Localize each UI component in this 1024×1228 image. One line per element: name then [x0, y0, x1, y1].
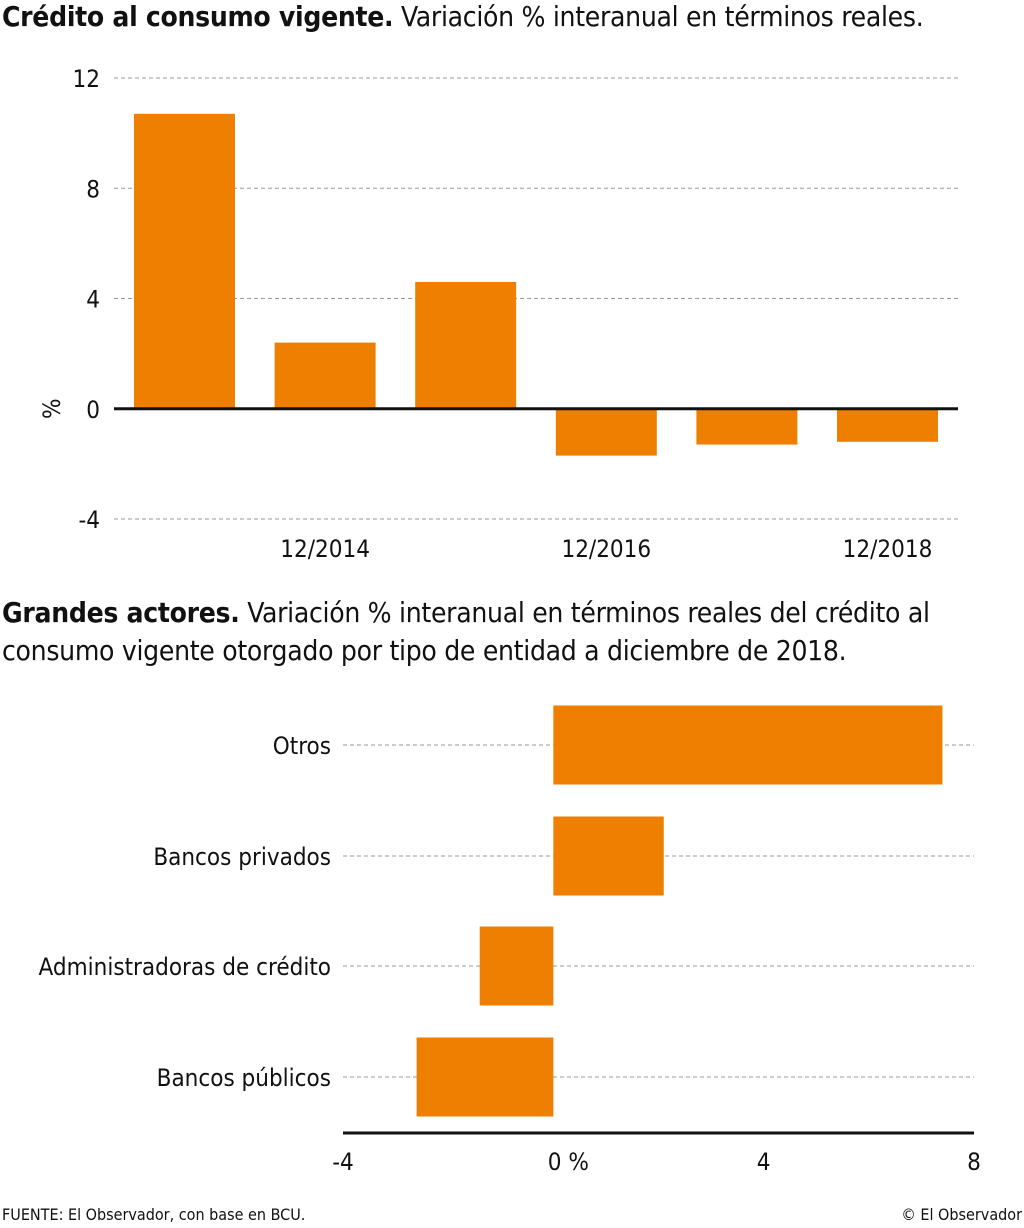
chart-title-1: Crédito al consumo vigente. Variación % … [2, 0, 924, 36]
x-tick-label: -4 [332, 1148, 354, 1176]
y-tick-label: 4 [86, 286, 100, 314]
bar-12-2017 [696, 408, 798, 445]
bar-bancos-públicos [416, 1037, 554, 1117]
chart-subtitle-2: Variación % interanual en términos reale… [2, 596, 930, 667]
x-tick-label: 8 [967, 1148, 981, 1176]
category-label: Bancos públicos [157, 1064, 331, 1092]
bar-12-2014 [274, 342, 376, 409]
x-tick-label: 4 [757, 1148, 771, 1176]
category-label: Bancos privados [153, 843, 331, 871]
y-tick-label: 8 [86, 175, 100, 203]
bar-12-2016 [555, 408, 657, 456]
credit-note: © El Observador [901, 1205, 1022, 1224]
bar-12-2015 [415, 281, 517, 409]
category-label: Administradoras de crédito [39, 953, 331, 981]
y-tick-label: -4 [78, 506, 100, 534]
bar-administradoras-de-crédito [479, 926, 554, 1006]
bar-bancos-privados [553, 816, 664, 896]
x-tick-label: 12/2014 [280, 535, 370, 563]
bar-otros [553, 705, 943, 785]
x-tick-label: 0 % [548, 1148, 589, 1176]
chart-subtitle-1: Variación % interanual en términos reale… [401, 0, 924, 33]
bar-12-2013 [134, 113, 235, 409]
chart-title-1-bold: Crédito al consumo vigente. [2, 0, 394, 33]
chart-title-2-bold: Grandes actores. [2, 596, 240, 629]
chart-title-2: Grandes actores. Variación % interanual … [2, 594, 1012, 670]
source-note: FUENTE: El Observador, con base en BCU. [2, 1205, 306, 1224]
category-label: Otros [273, 732, 331, 760]
bar-12-2018 [837, 408, 938, 442]
x-tick-label: 12/2016 [561, 535, 651, 563]
y-axis-label: % [38, 398, 66, 419]
y-tick-label: 12 [73, 65, 100, 93]
x-tick-label: 12/2018 [843, 535, 933, 563]
y-tick-label: 0 [86, 396, 100, 424]
vertical-bar-chart: 12 8 4 0 -4% 12/2014 12/2016 12/2018 [38, 65, 958, 563]
